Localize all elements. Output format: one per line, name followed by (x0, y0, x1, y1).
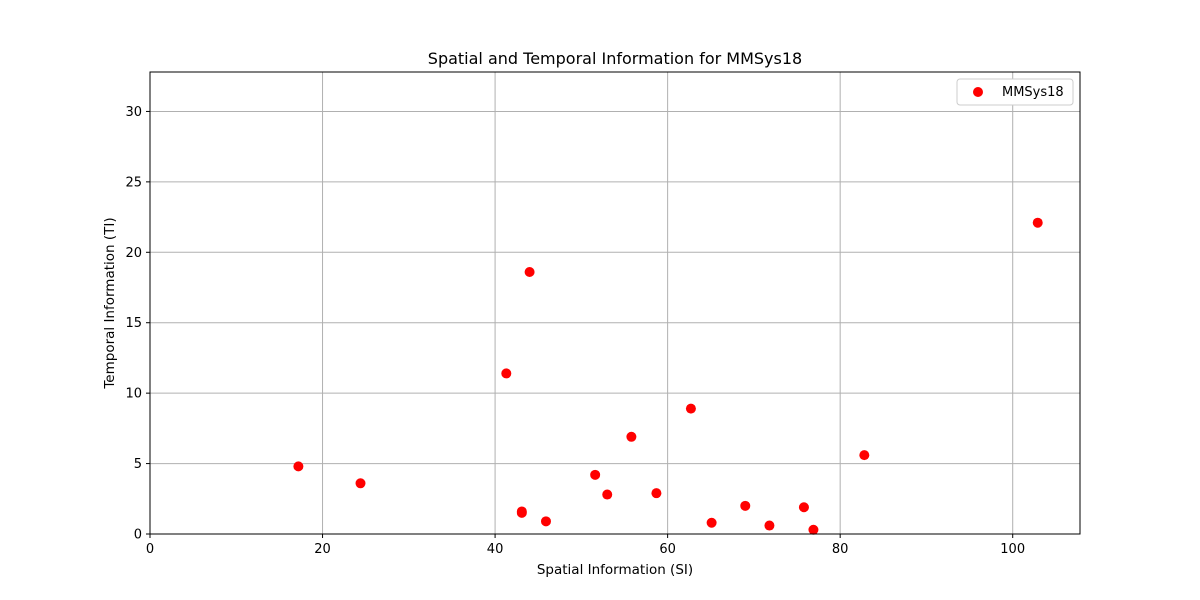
data-point (602, 489, 613, 500)
y-tick-label: 0 (134, 528, 142, 543)
x-tick-label: 40 (487, 542, 504, 557)
data-point (685, 403, 696, 414)
y-tick-label: 5 (134, 457, 142, 472)
data-point (590, 469, 601, 480)
data-point (706, 517, 717, 528)
data-point (501, 368, 512, 379)
data-point (651, 488, 662, 499)
data-point (764, 520, 775, 531)
x-tick-label: 100 (1000, 542, 1025, 557)
legend-marker (973, 87, 983, 97)
x-tick-label: 60 (659, 542, 676, 557)
plot-frame (149, 71, 1081, 535)
legend-box (956, 78, 1074, 106)
data-point (1032, 217, 1043, 228)
y-tick-label: 10 (125, 387, 142, 402)
y-tick-label: 20 (125, 246, 142, 261)
legend: MMSys18 (956, 78, 1074, 106)
y-tick-label: 25 (125, 175, 142, 190)
data-point (626, 431, 637, 442)
y-tick-label: 15 (125, 316, 142, 331)
legend-label: MMSys18 (1002, 85, 1064, 100)
data-point (740, 500, 751, 511)
data-point (540, 516, 551, 527)
x-axis-label: Spatial Information (SI) (537, 562, 693, 578)
data-point (798, 502, 809, 513)
chart-title: Spatial and Temporal Information for MMS… (428, 49, 802, 68)
y-tick-label: 30 (125, 105, 142, 120)
data-point (293, 461, 304, 472)
x-tick-label: 0 (146, 542, 154, 557)
x-tick-label: 20 (314, 542, 331, 557)
data-point (859, 450, 870, 461)
data-point (808, 524, 819, 535)
data-point (524, 267, 535, 278)
data-point (355, 478, 366, 489)
axis-ticks: 0 20 40 60 80 100 0 5 10 15 20 25 30 (125, 105, 1025, 557)
data-point (516, 506, 527, 517)
data-points (293, 217, 1043, 535)
y-axis-label: Temporal Information (TI) (102, 217, 118, 389)
x-tick-label: 80 (832, 542, 849, 557)
